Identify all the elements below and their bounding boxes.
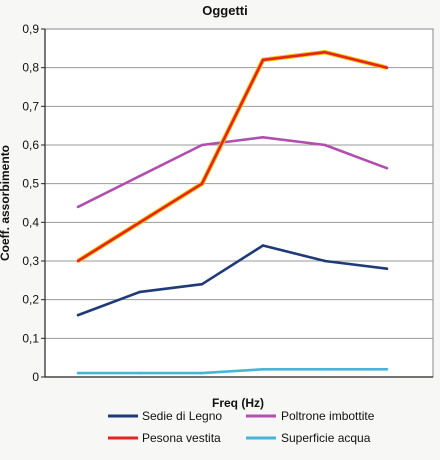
x-axis-title: Freq (Hz) — [212, 396, 264, 410]
chart-title: Oggetti — [202, 3, 248, 18]
y-tick-label: 0,7 — [22, 99, 39, 113]
series-line-superficie-acqua — [78, 367, 387, 375]
y-tick-label: 0,3 — [22, 254, 39, 268]
data-point-poltrone-imbottite — [385, 166, 389, 170]
data-point-superficie-acqua — [76, 371, 80, 375]
data-point-pesona-vestita — [385, 66, 389, 69]
plot-area — [44, 28, 434, 378]
data-point-sedie-di-legno — [323, 259, 327, 263]
y-tick-label: 0,5 — [22, 177, 39, 191]
data-point-sedie-di-legno — [138, 290, 142, 294]
y-tick-label: 0,2 — [22, 293, 39, 307]
data-point-poltrone-imbottite — [200, 143, 204, 147]
legend-label-superficie-acqua: Superficie acqua — [281, 431, 371, 445]
data-point-sedie-di-legno — [385, 267, 389, 271]
data-point-pesona-vestita — [261, 58, 265, 62]
data-point-superficie-acqua — [138, 371, 142, 375]
series-line-pesona-vestita — [77, 50, 388, 263]
y-tick-label: 0,6 — [22, 138, 39, 152]
data-point-superficie-acqua — [261, 368, 265, 371]
series-line-poltrone-imbottite — [77, 136, 388, 209]
y-tick-label: 0,1 — [22, 331, 39, 345]
data-point-poltrone-imbottite — [323, 143, 327, 147]
legend-item-pesona-vestita: Pesona vestita — [108, 431, 221, 445]
legend-label-poltrone-imbottite: Poltrone imbottite — [281, 409, 375, 423]
data-point-pesona-vestita — [323, 50, 327, 54]
series-line-sedie-di-legno — [77, 244, 388, 317]
data-point-superficie-acqua — [200, 371, 204, 375]
legend-label-sedie-di-legno: Sedie di Legno — [142, 409, 222, 423]
data-point-pesona-vestita — [76, 259, 80, 263]
data-point-sedie-di-legno — [261, 244, 265, 247]
legend-label-pesona-vestita: Pesona vestita — [142, 431, 221, 445]
y-tick-label: 0 — [32, 370, 39, 384]
legend-item-superficie-acqua: Superficie acqua — [246, 431, 371, 445]
y-tick-label: 0,8 — [22, 61, 39, 75]
data-point-pesona-vestita — [200, 182, 204, 185]
data-point-poltrone-imbottite — [138, 174, 142, 178]
legend-item-sedie-di-legno: Sedie di Legno — [108, 409, 222, 423]
data-point-superficie-acqua — [323, 368, 327, 371]
data-point-poltrone-imbottite — [76, 205, 80, 209]
legend: Sedie di Legno Poltrone imbottite Pesona… — [108, 409, 375, 445]
legend-item-poltrone-imbottite: Poltrone imbottite — [246, 409, 375, 423]
data-point-pesona-vestita — [138, 221, 142, 224]
data-point-sedie-di-legno — [76, 313, 80, 317]
y-tick-label: 0,4 — [22, 215, 39, 229]
y-axis-title: Coeff. assorbimento — [0, 145, 12, 261]
data-point-poltrone-imbottite — [261, 136, 265, 139]
y-tick-label: 0,9 — [22, 22, 39, 36]
data-point-sedie-di-legno — [200, 282, 204, 286]
y-axis-ticks: 0 0,1 0,2 0,3 0,4 0,5 0,6 0,7 0,8 0,9 — [22, 22, 45, 384]
data-point-superficie-acqua — [385, 368, 389, 371]
series-layer — [76, 49, 389, 375]
